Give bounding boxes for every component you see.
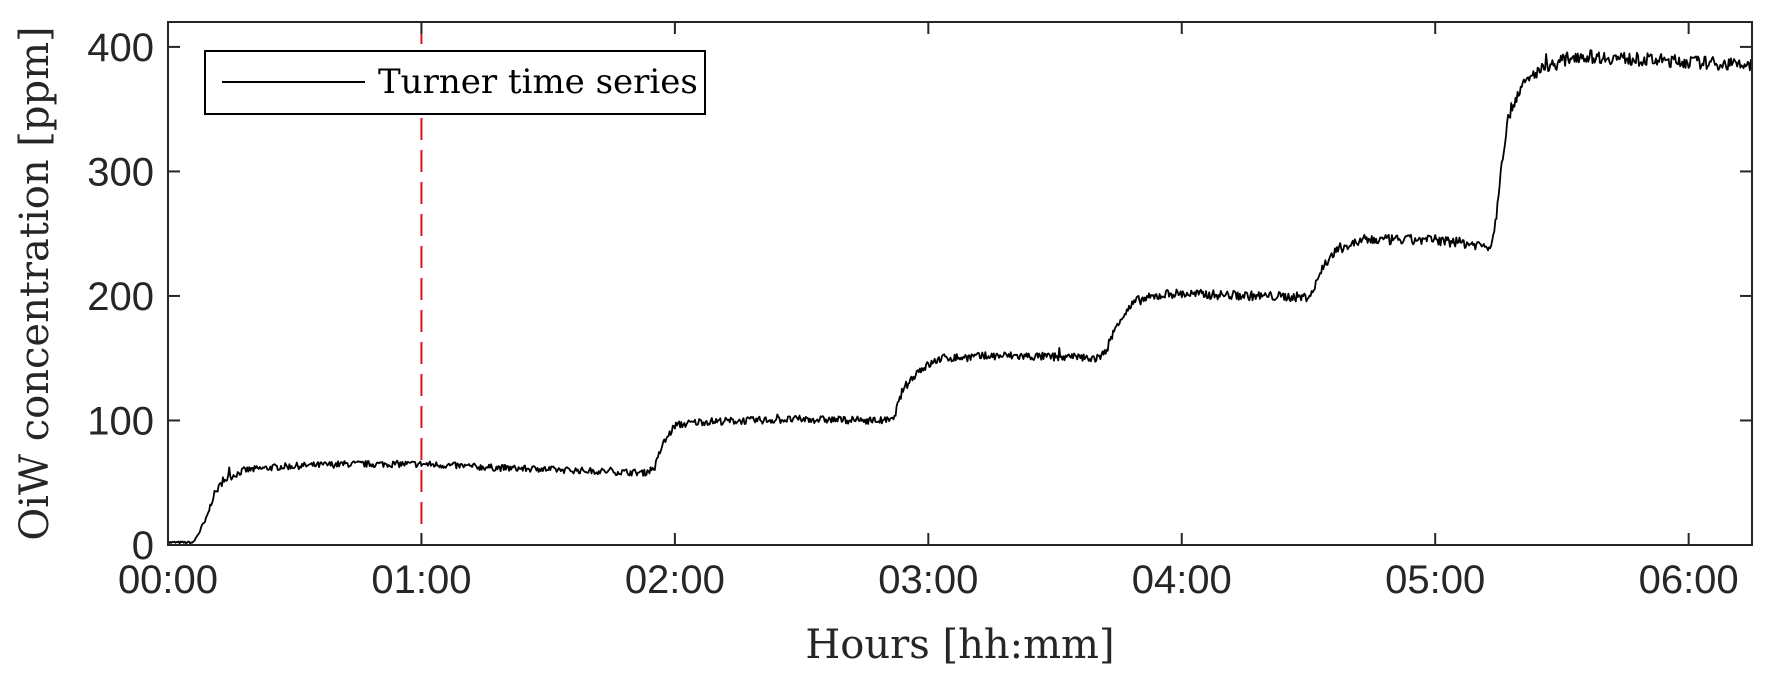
x-tick-label: 04:00 [1132,558,1232,602]
plot-frame [167,21,1753,546]
x-tick-label: 01:00 [371,558,471,602]
plot-layer [167,22,1753,545]
x-tick-label: 00:00 [118,558,218,602]
legend: Turner time series [204,50,706,115]
y-tick-label: 100 [87,399,154,443]
legend-box [204,50,706,115]
legend-label: Turner time series [378,62,698,102]
x-tick-label: 06:00 [1639,558,1739,602]
x-tick-label: 03:00 [878,558,978,602]
x-tick-label: 02:00 [625,558,725,602]
y-tick-label: 200 [87,275,154,319]
y-tick-label: 400 [87,26,154,70]
tick-layer: 00:00 01:00 02:00 03:00 04:00 05:00 06:00 0 100 2… [87,22,1752,602]
series-line [167,49,1753,545]
y-axis-title: OiW concentration [ppm] [12,26,58,540]
x-axis-title: Hours [hh:mm] [805,622,1114,668]
y-tick-label: 300 [87,150,154,194]
y-tick-label: 0 [132,524,154,568]
x-tick-label: 05:00 [1385,558,1485,602]
